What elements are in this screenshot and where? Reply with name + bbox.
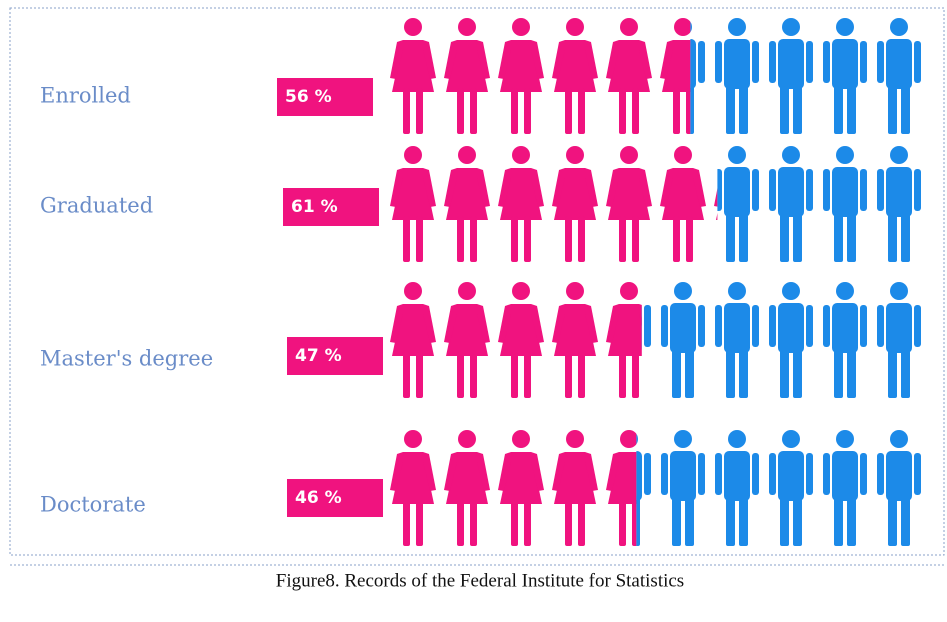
- woman-figure: [552, 282, 598, 398]
- man-figure: [823, 146, 867, 262]
- value-label: 56 %: [285, 87, 332, 107]
- value-box: [287, 479, 383, 517]
- man-figure: [877, 430, 921, 546]
- value-label: 47 %: [295, 346, 342, 366]
- man-figure: [769, 146, 813, 262]
- value-label: 46 %: [295, 488, 342, 508]
- man-figure: [717, 146, 759, 262]
- woman-figure: [606, 146, 652, 262]
- caption: Figure8. Records of the Federal Institut…: [276, 570, 684, 591]
- woman-figure: [660, 146, 706, 262]
- woman-figure: [444, 146, 490, 262]
- man-figure: [823, 18, 867, 134]
- woman-figure: [390, 430, 436, 546]
- woman-figure: [498, 282, 544, 398]
- man-figure: [877, 18, 921, 134]
- value-box: [277, 78, 373, 116]
- man-figure: [823, 282, 867, 398]
- category-label: Doctorate: [40, 493, 146, 517]
- woman-figure: [552, 18, 598, 134]
- man-figure: [877, 282, 921, 398]
- value-box: [283, 188, 379, 226]
- woman-figure: [390, 282, 436, 398]
- frame: [9, 7, 945, 556]
- man-figure: [769, 18, 813, 134]
- woman-figure: [552, 146, 598, 262]
- man-figure: [661, 282, 705, 398]
- woman-figure: [606, 18, 652, 134]
- category-label: Enrolled: [40, 84, 131, 108]
- man-figure: [715, 18, 759, 134]
- woman-figure: [498, 146, 544, 262]
- woman-figure: [390, 146, 436, 262]
- woman-figure: [552, 430, 598, 546]
- woman-figure: [498, 18, 544, 134]
- woman-figure: [498, 430, 544, 546]
- woman-figure: [390, 18, 436, 134]
- value-box: [287, 337, 383, 375]
- man-figure: [877, 146, 921, 262]
- woman-figure: [444, 430, 490, 546]
- man-figure: [823, 430, 867, 546]
- man-figure: [715, 430, 759, 546]
- woman-figure: [444, 282, 490, 398]
- man-figure: [661, 430, 705, 546]
- man-figure: [715, 282, 759, 398]
- woman-figure: [444, 18, 490, 134]
- category-label: Graduated: [40, 194, 153, 218]
- category-label: Master's degree: [40, 347, 213, 371]
- man-figure: [769, 282, 813, 398]
- value-label: 61 %: [291, 197, 338, 217]
- man-figure: [769, 430, 813, 546]
